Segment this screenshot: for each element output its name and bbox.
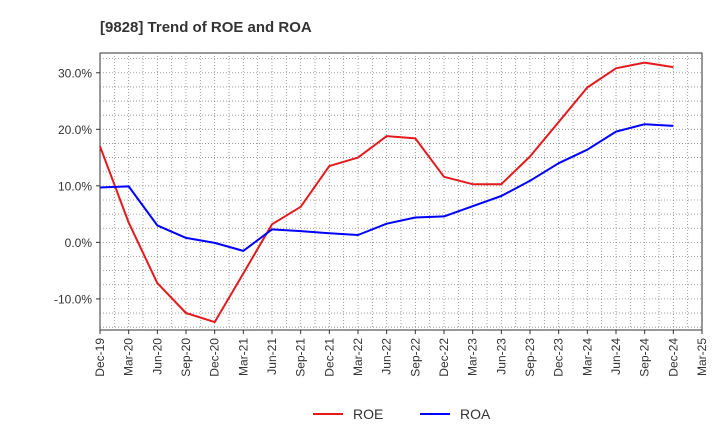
y-tick-label: 30.0% [58, 66, 92, 80]
x-tick-label: Sep-21 [294, 338, 308, 377]
series-lines [99, 61, 674, 324]
y-tick-label: -10.0% [54, 292, 92, 306]
gridlines [100, 53, 702, 330]
x-tick-label: Dec-19 [93, 338, 107, 377]
x-tick-label: Mar-23 [466, 338, 480, 376]
x-tick-label: Mar-21 [236, 338, 250, 376]
series-line-roe [99, 61, 674, 324]
x-tick-label: Jun-23 [494, 338, 508, 375]
y-tick-label: 0.0% [65, 236, 93, 250]
y-tick-label: 10.0% [58, 179, 92, 193]
series-line-roa [99, 123, 674, 252]
x-tick-label: Mar-24 [580, 338, 594, 376]
x-tick-label: Jun-22 [380, 338, 394, 375]
y-axis: -10.0% 0.0% 10.0% 20.0% 30.0% [54, 66, 100, 306]
x-axis: Dec-19 Mar-20 Jun-20 Sep-20 Dec-20 Mar-21 Jun-… [93, 330, 709, 377]
x-tick-label: Jun-20 [150, 338, 164, 375]
x-tick-label: Sep-24 [638, 338, 652, 377]
x-tick-label: Jun-24 [609, 338, 623, 375]
legend-label-roe: ROE [353, 406, 383, 422]
x-tick-label: Mar-25 [695, 338, 709, 376]
x-tick-label: Mar-22 [351, 338, 365, 376]
x-tick-label: Jun-21 [265, 338, 279, 375]
x-tick-label: Dec-24 [666, 338, 680, 377]
y-tick-label: 20.0% [58, 123, 92, 137]
legend: ROE ROA [313, 406, 491, 422]
x-tick-label: Sep-23 [523, 338, 537, 377]
x-tick-label: Dec-21 [322, 338, 336, 377]
x-tick-label: Mar-20 [122, 338, 136, 376]
chart-title: [9828] Trend of ROE and ROA [100, 19, 312, 36]
x-tick-label: Dec-20 [208, 338, 222, 377]
x-tick-label: Dec-22 [437, 338, 451, 377]
legend-label-roa: ROA [460, 406, 491, 422]
x-tick-label: Sep-20 [179, 338, 193, 377]
x-tick-label: Sep-22 [408, 338, 422, 377]
x-tick-label: Dec-23 [552, 338, 566, 377]
